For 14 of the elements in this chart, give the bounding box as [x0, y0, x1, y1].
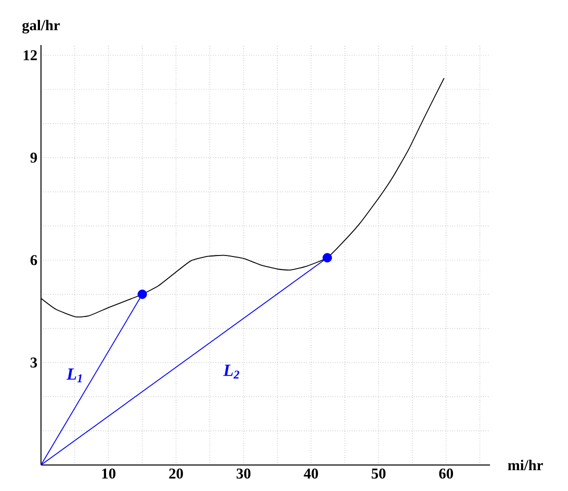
series-label: L$_{2}$: [223, 364, 240, 378]
series-label: L$_{1}$: [66, 368, 82, 382]
x-tick-label: 30: [236, 468, 250, 479]
y-tick-label: 9: [30, 152, 37, 163]
y-tick-label: 3: [30, 358, 37, 368]
y-tick-label: 12: [24, 50, 37, 60]
x-tick-label: 20: [169, 468, 183, 479]
y-tick-label: 6: [30, 255, 38, 266]
x-axis-title: mi/hr: [508, 460, 543, 470]
x-tick-label: 10: [102, 468, 116, 479]
y-axis-title: gal/hr: [22, 20, 60, 34]
x-tick-label: 40: [304, 468, 318, 479]
x-tick-label: 60: [439, 468, 454, 479]
x-tick-label: 50: [372, 468, 386, 479]
